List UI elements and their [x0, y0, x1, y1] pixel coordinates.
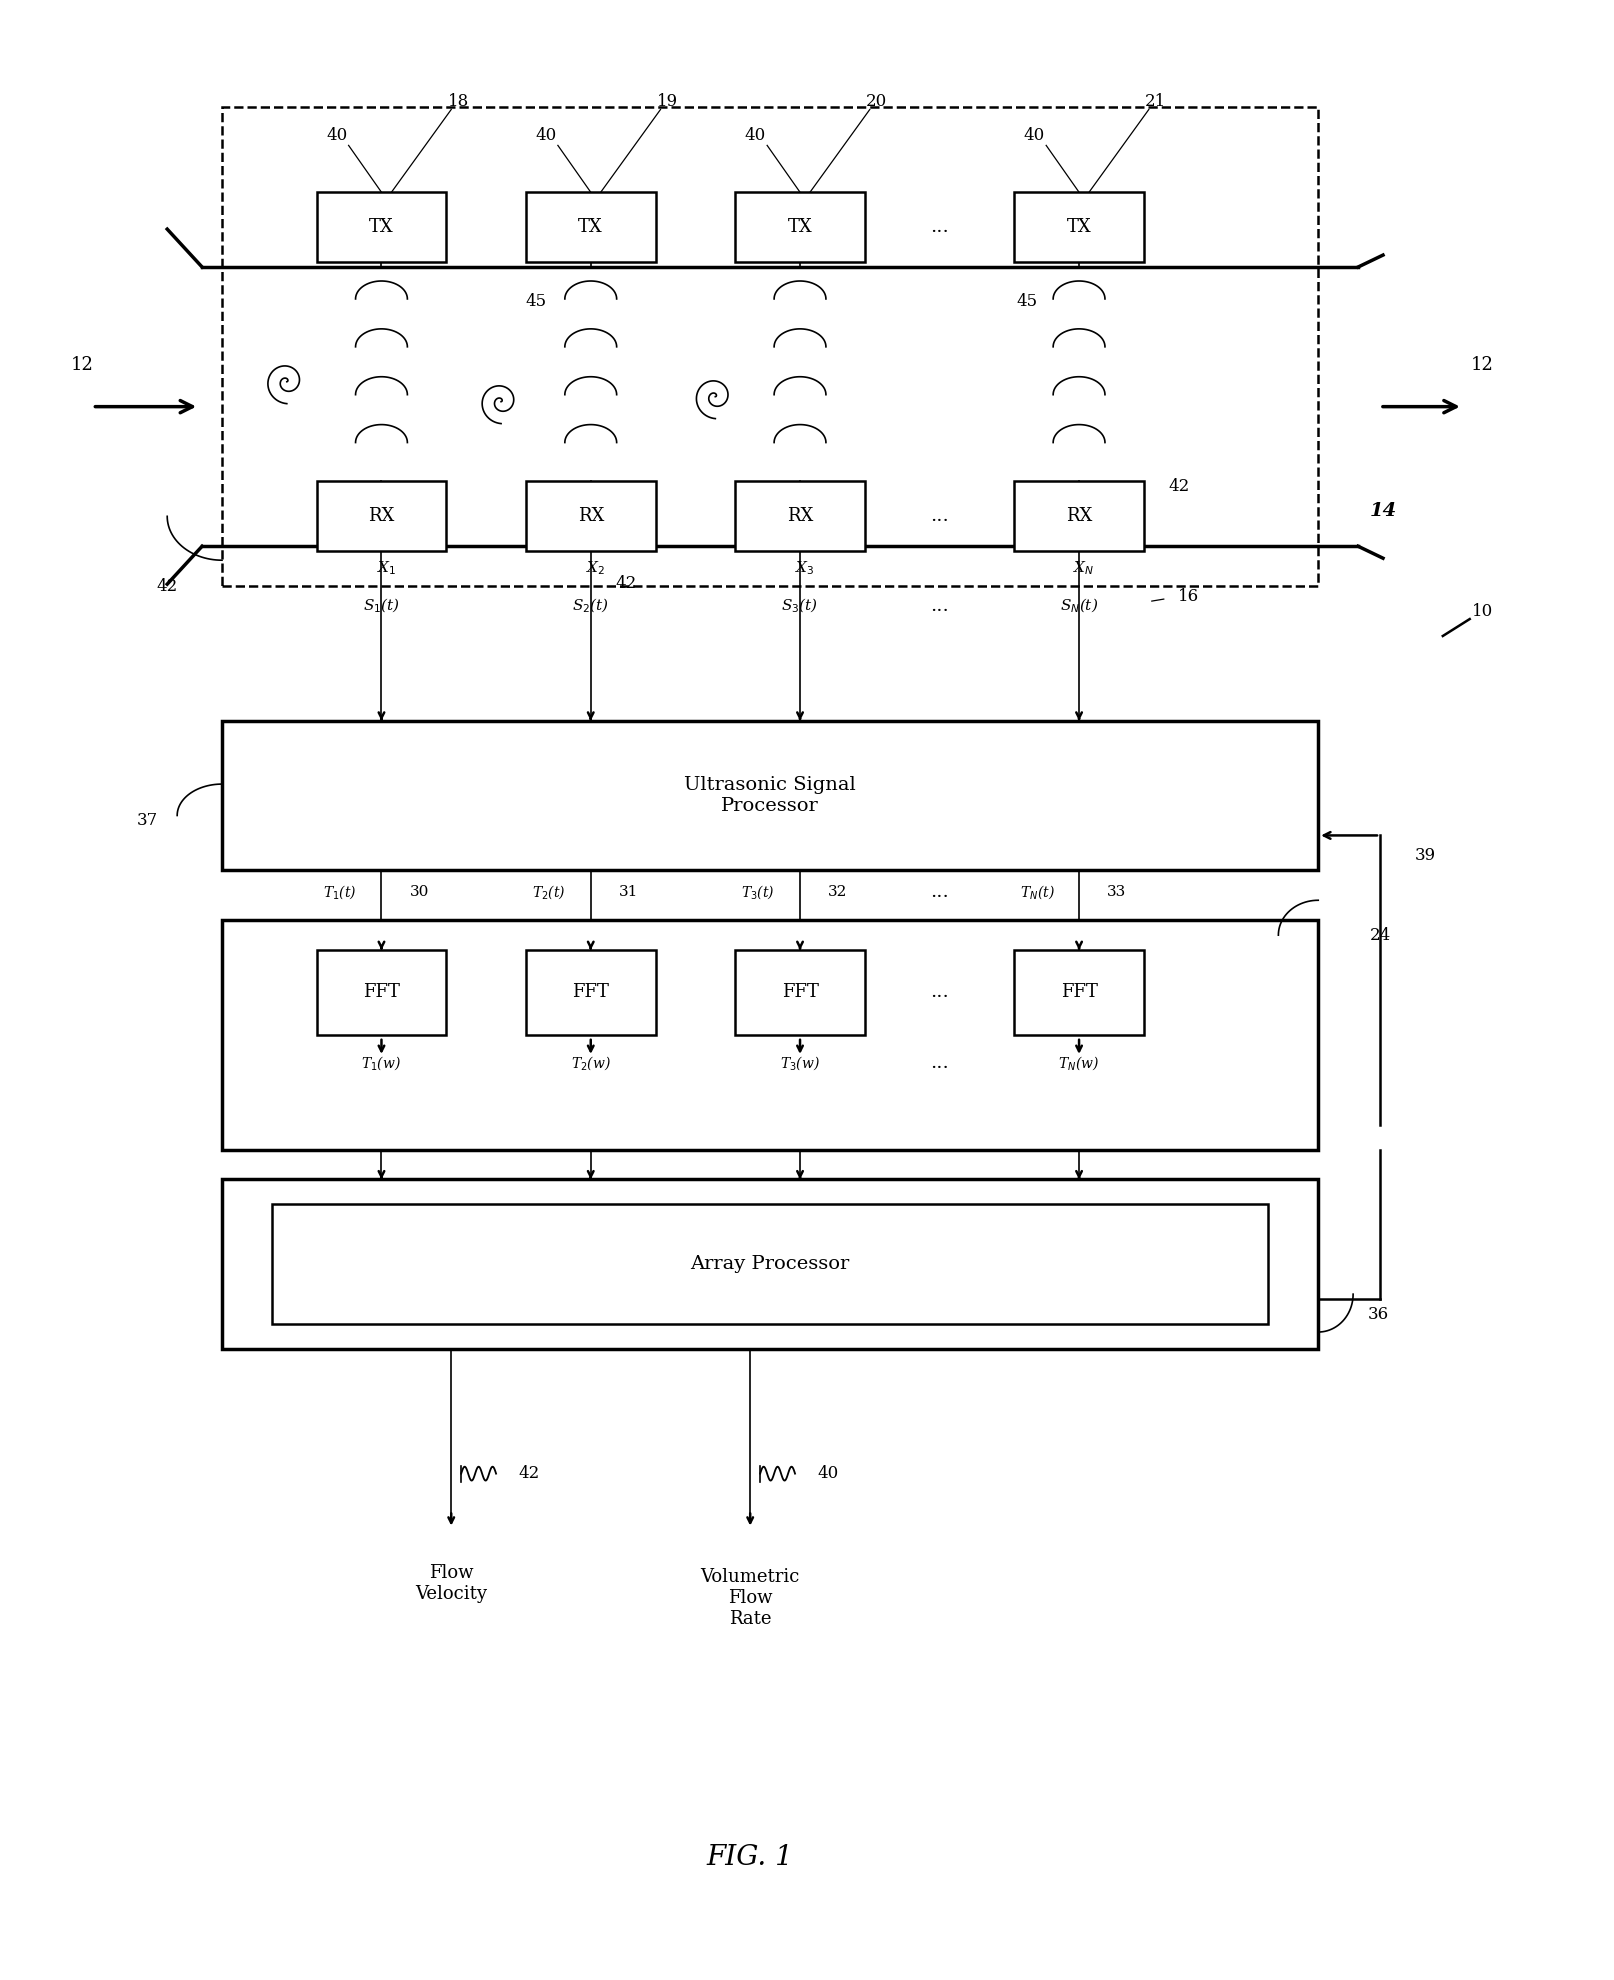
- Text: T$_2$(t): T$_2$(t): [531, 883, 565, 901]
- Text: 16: 16: [1177, 588, 1199, 604]
- Bar: [1014, 950, 1143, 1036]
- Text: 21: 21: [1144, 93, 1165, 111]
- Text: RX: RX: [786, 507, 813, 525]
- Bar: [734, 192, 863, 261]
- Text: T$_1$(t): T$_1$(t): [323, 883, 357, 901]
- Text: 36: 36: [1367, 1305, 1388, 1323]
- Text: T$_3$(w): T$_3$(w): [780, 1053, 820, 1071]
- Text: 12: 12: [71, 356, 94, 374]
- Text: 45: 45: [525, 293, 546, 311]
- Text: TX: TX: [370, 218, 394, 236]
- Text: ...: ...: [930, 883, 949, 901]
- Bar: [526, 481, 655, 550]
- Text: Ultrasonic Signal
Processor: Ultrasonic Signal Processor: [684, 776, 855, 816]
- Text: X$_N$: X$_N$: [1073, 558, 1094, 576]
- Text: 42: 42: [518, 1465, 539, 1483]
- Bar: [221, 921, 1317, 1150]
- Text: 37: 37: [137, 812, 158, 830]
- Bar: [316, 481, 445, 550]
- Bar: [1014, 481, 1143, 550]
- Text: 40: 40: [744, 127, 765, 145]
- Text: TX: TX: [578, 218, 602, 236]
- Bar: [526, 950, 655, 1036]
- Text: X$_1$: X$_1$: [376, 558, 395, 576]
- Text: FFT: FFT: [1060, 984, 1098, 1002]
- Text: TX: TX: [1065, 218, 1091, 236]
- Bar: [316, 950, 445, 1036]
- Text: Array Processor: Array Processor: [691, 1255, 849, 1273]
- Text: RX: RX: [368, 507, 394, 525]
- Text: TX: TX: [788, 218, 812, 236]
- Bar: [734, 950, 863, 1036]
- Bar: [526, 192, 655, 261]
- Text: 19: 19: [657, 93, 678, 111]
- Text: ...: ...: [930, 1053, 949, 1071]
- Text: 42: 42: [157, 578, 178, 594]
- Bar: [221, 1180, 1317, 1348]
- Text: T$_2$(w): T$_2$(w): [570, 1053, 610, 1071]
- Bar: [221, 721, 1317, 871]
- Text: 40: 40: [326, 127, 347, 145]
- Text: FFT: FFT: [781, 984, 818, 1002]
- Text: ...: ...: [930, 984, 949, 1002]
- Text: 18: 18: [447, 93, 468, 111]
- Text: 42: 42: [615, 574, 636, 592]
- Text: 42: 42: [1167, 477, 1188, 495]
- Text: 20: 20: [865, 93, 886, 111]
- Text: S$_3$(t): S$_3$(t): [781, 596, 818, 616]
- Text: 40: 40: [1023, 127, 1044, 145]
- Text: 31: 31: [618, 885, 638, 899]
- Text: RX: RX: [1065, 507, 1091, 525]
- Text: 24: 24: [1369, 927, 1390, 944]
- Text: X$_2$: X$_2$: [586, 558, 605, 576]
- Text: S$_1$(t): S$_1$(t): [363, 596, 400, 616]
- Text: FFT: FFT: [363, 984, 400, 1002]
- Text: 33: 33: [1107, 885, 1127, 899]
- Text: Volumetric
Flow
Rate: Volumetric Flow Rate: [700, 1568, 799, 1628]
- Text: Flow
Velocity: Flow Velocity: [415, 1564, 487, 1602]
- Text: 12: 12: [1470, 356, 1493, 374]
- Text: FIG. 1: FIG. 1: [707, 1843, 792, 1871]
- Bar: [734, 481, 863, 550]
- Bar: [271, 1204, 1267, 1325]
- Text: 14: 14: [1369, 503, 1396, 521]
- Text: X$_3$: X$_3$: [794, 558, 815, 576]
- Text: 45: 45: [1017, 293, 1038, 311]
- Text: ...: ...: [930, 598, 949, 616]
- Text: 40: 40: [534, 127, 557, 145]
- Text: T$_1$(w): T$_1$(w): [362, 1053, 402, 1071]
- Text: 40: 40: [817, 1465, 838, 1483]
- Text: ...: ...: [930, 218, 949, 236]
- Text: S$_N$(t): S$_N$(t): [1059, 596, 1098, 616]
- Bar: [221, 107, 1317, 586]
- Text: 10: 10: [1470, 602, 1493, 620]
- Bar: [1014, 192, 1143, 261]
- Text: 39: 39: [1414, 847, 1435, 863]
- Text: T$_N$(t): T$_N$(t): [1018, 883, 1054, 901]
- Text: FFT: FFT: [571, 984, 608, 1002]
- Bar: [316, 192, 445, 261]
- Text: RX: RX: [578, 507, 604, 525]
- Text: T$_3$(t): T$_3$(t): [741, 883, 775, 901]
- Text: T$_N$(w): T$_N$(w): [1057, 1053, 1099, 1071]
- Text: 32: 32: [828, 885, 847, 899]
- Text: S$_2$(t): S$_2$(t): [571, 596, 608, 616]
- Text: ...: ...: [930, 507, 949, 525]
- Text: 30: 30: [410, 885, 429, 899]
